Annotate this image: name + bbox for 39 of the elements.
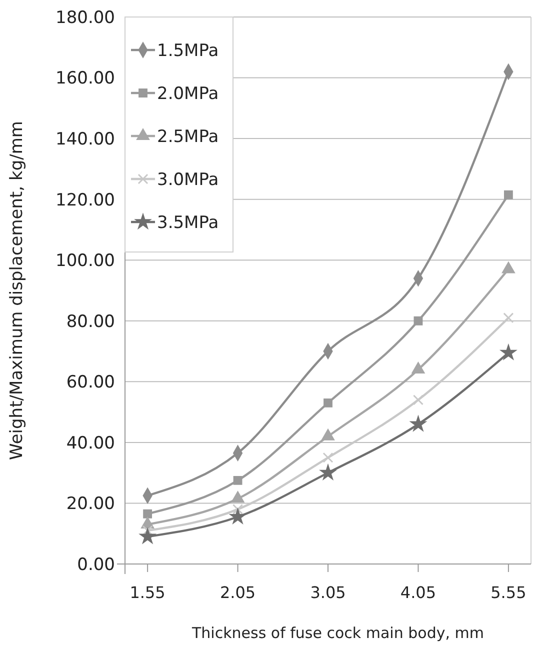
y-tick-label: 0.00 — [77, 554, 115, 575]
legend-label: 1.5MPa — [157, 40, 219, 61]
y-tick-label: 80.00 — [66, 312, 115, 332]
x-axis-title: Thickness of fuse cock main body, mm — [191, 624, 484, 642]
x-tick-label: 4.05 — [400, 583, 436, 602]
legend-label: 3.5MPa — [157, 212, 219, 233]
x-tick-label: 5.55 — [490, 583, 526, 602]
point — [412, 362, 425, 374]
point — [143, 509, 152, 518]
point — [320, 465, 336, 480]
point — [140, 528, 155, 544]
point — [233, 476, 242, 485]
y-tick-label: 120.00 — [56, 190, 115, 210]
x-tick-label: 1.55 — [130, 583, 166, 602]
legend-label: 3.0MPa — [157, 170, 219, 190]
point — [322, 429, 334, 440]
x-tick-label: 3.05 — [310, 583, 346, 602]
point — [322, 452, 334, 463]
point — [231, 491, 244, 503]
point — [324, 398, 332, 408]
point — [503, 312, 514, 324]
y-tick-label: 100.00 — [56, 251, 115, 272]
y-tick-label: 40.00 — [66, 433, 115, 454]
point — [504, 190, 513, 200]
point — [412, 394, 424, 406]
point — [414, 316, 423, 326]
y-tick-label: 20.00 — [66, 494, 115, 514]
y-tick-label: 160.00 — [56, 68, 115, 89]
y-axis-title: Weight/Maximum displacement, kg/mm — [7, 121, 27, 460]
x-tick-label: 2.05 — [220, 583, 256, 602]
point — [230, 509, 246, 524]
y-tick-label: 60.00 — [66, 372, 115, 393]
y-tick-label: 140.00 — [56, 130, 115, 150]
point — [410, 416, 426, 431]
point — [232, 504, 244, 515]
legend-label: 2.0MPa — [157, 84, 219, 104]
point — [501, 345, 516, 360]
legend-label: 2.5MPa — [157, 126, 219, 147]
y-tick-label: 180.00 — [56, 8, 115, 28]
